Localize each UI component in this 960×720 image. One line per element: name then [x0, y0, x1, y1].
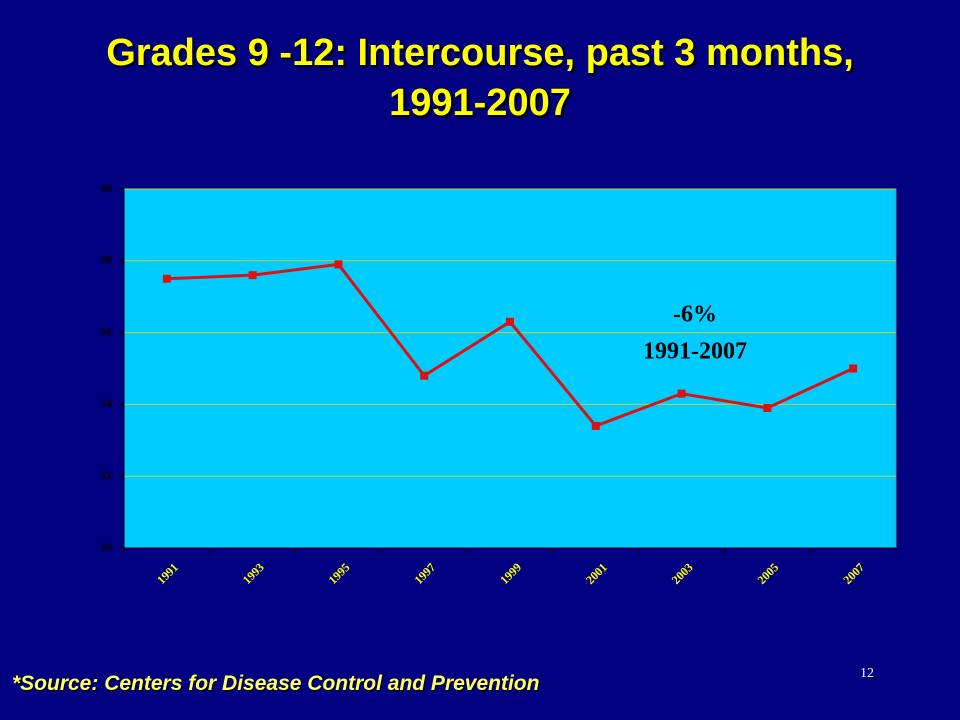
x-tick-label: 1991	[154, 560, 181, 587]
x-tick-label: 1997	[411, 560, 438, 587]
data-point	[162, 274, 171, 283]
y-tick-label: 30	[100, 540, 112, 554]
x-tick-label: 1993	[240, 560, 267, 587]
y-tick-label: 36	[100, 324, 112, 338]
annotation: 1991-2007	[643, 339, 747, 365]
data-point	[677, 389, 686, 398]
source-note: *Source: Centers for Disease Control and…	[12, 672, 540, 695]
y-tick-label: 32	[100, 468, 112, 482]
slide-title: Grades 9 -12: Intercourse, past 3 months…	[106, 32, 854, 124]
y-tick-label: 40	[100, 181, 112, 195]
x-tick-label: 1999	[497, 560, 524, 587]
data-point	[849, 364, 858, 373]
data-point	[506, 317, 514, 326]
data-point	[591, 421, 600, 430]
y-tick-label: 34	[100, 396, 112, 410]
x-tick-label: 2005	[755, 560, 782, 587]
y-tick-label: 38	[100, 253, 112, 267]
x-tick-label: 1995	[326, 560, 353, 587]
x-tick-label: 2003	[669, 560, 696, 587]
data-point	[334, 260, 343, 269]
page-number: 12	[860, 666, 874, 681]
x-tick-label: 2007	[840, 560, 867, 587]
data-point	[420, 371, 429, 380]
x-tick-label: 2001	[583, 560, 610, 587]
data-point	[763, 403, 772, 412]
plot-area	[123, 188, 897, 549]
annotation: -6%	[673, 302, 717, 328]
data-point	[248, 271, 257, 280]
